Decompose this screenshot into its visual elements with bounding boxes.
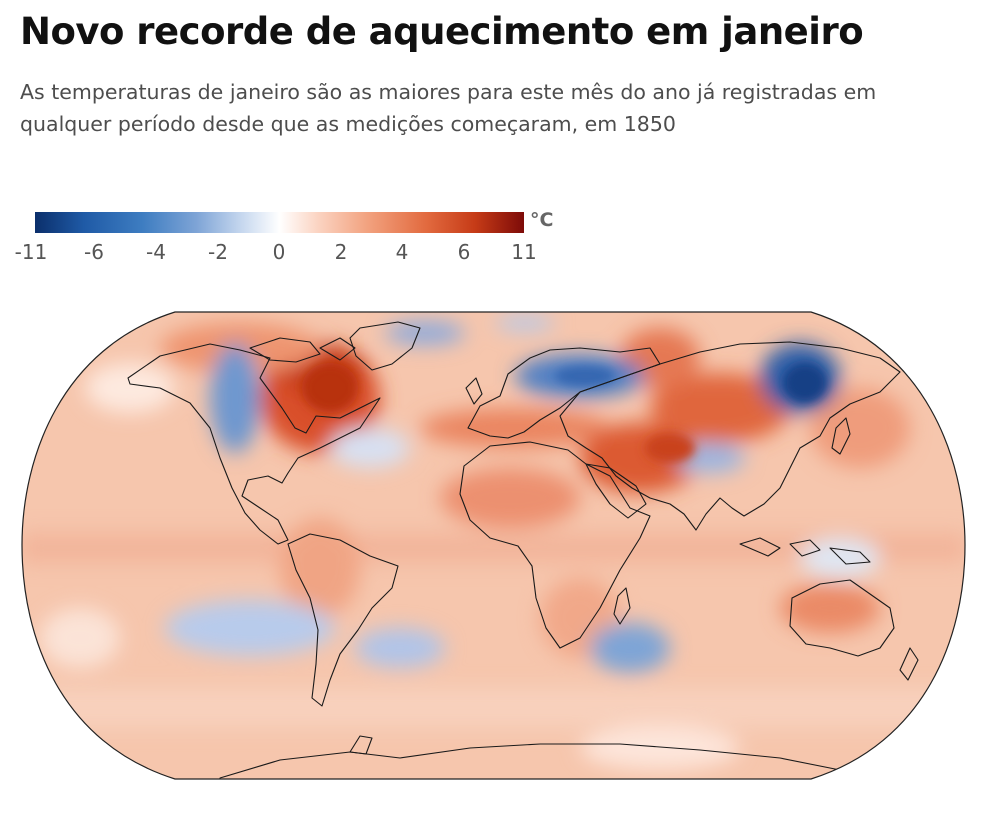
legend-tick-label: -2 [208,240,228,264]
page-title: Novo recorde de aquecimento em janeiro [20,10,864,53]
legend-tick-label: -4 [146,240,166,264]
globe-outline [21,311,966,780]
anomaly-field [22,312,965,779]
color-legend: °C -11 -6 -4 -2 0 2 4 6 11 [10,209,570,270]
page-subtitle: As temperaturas de janeiro são as maiore… [20,80,877,136]
legend-tick-label: 2 [334,240,348,264]
legend-color-bar [35,212,524,233]
legend-tick-label: 0 [272,240,286,264]
world-temperature-map [20,308,966,783]
map-svg [21,311,966,780]
legend-tick-label: -6 [84,240,104,264]
legend-tick-label: 11 [511,240,537,264]
legend-tick-label: 4 [395,240,409,264]
legend-tick-label: -11 [14,240,48,264]
coastlines [127,321,919,779]
legend-tick-label: 6 [457,240,471,264]
legend-unit: °C [530,209,554,231]
